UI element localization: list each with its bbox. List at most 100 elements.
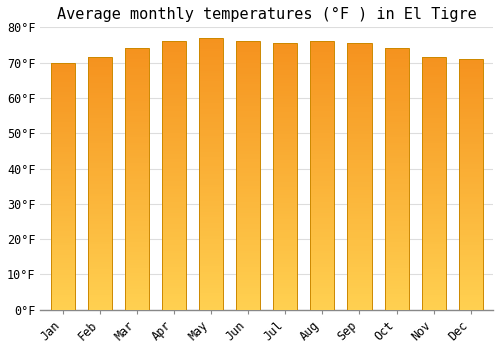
Bar [236,173,260,176]
Bar [384,258,408,260]
Bar [458,66,483,69]
Bar [88,70,112,72]
Bar [458,275,483,277]
Bar [384,197,408,200]
Bar [50,132,74,134]
Bar [88,254,112,257]
Bar [162,162,186,165]
Bar [458,127,483,129]
Bar [273,120,297,123]
Bar [310,170,334,173]
Bar [348,83,372,86]
Bar [310,280,334,283]
Bar [273,227,297,230]
Bar [310,68,334,71]
Bar [124,127,149,130]
Bar [124,158,149,161]
Bar [348,203,372,206]
Bar [348,190,372,193]
Bar [162,224,186,226]
Bar [422,70,446,72]
Bar [88,249,112,252]
Bar [273,224,297,227]
Bar [384,85,408,88]
Bar [310,173,334,176]
Bar [422,103,446,105]
Bar [458,124,483,127]
Bar [236,44,260,47]
Bar [422,204,446,206]
Bar [422,123,446,125]
Bar [458,292,483,295]
Bar [273,288,297,291]
Bar [162,49,186,52]
Bar [310,256,334,259]
Bar [199,76,223,79]
Bar [236,259,260,261]
Bar [384,294,408,297]
Bar [273,110,297,112]
Bar [50,201,74,203]
Bar [422,272,446,274]
Bar [162,291,186,294]
Bar [348,219,372,222]
Bar [384,156,408,158]
Bar [422,72,446,75]
Bar [50,174,74,176]
Bar [458,300,483,302]
Bar [384,101,408,103]
Bar [88,257,112,259]
Bar [50,243,74,245]
Bar [348,243,372,246]
Bar [348,227,372,230]
Bar [199,130,223,133]
Bar [236,152,260,154]
Bar [199,277,223,280]
Bar [199,155,223,158]
Bar [458,134,483,137]
Bar [458,62,483,64]
Bar [310,162,334,165]
Bar [384,124,408,127]
Bar [384,153,408,156]
Bar [88,285,112,287]
Bar [124,302,149,304]
Bar [124,273,149,276]
Bar [199,307,223,310]
Bar [422,201,446,204]
Bar [199,108,223,111]
Bar [50,233,74,236]
Bar [384,150,408,153]
Bar [88,156,112,158]
Bar [50,248,74,250]
Bar [384,205,408,208]
Bar [50,226,74,228]
Bar [458,237,483,239]
Bar [199,111,223,114]
Bar [124,226,149,229]
Bar [422,247,446,249]
Bar [236,162,260,165]
Bar [384,252,408,255]
Bar [273,294,297,296]
Bar [124,119,149,121]
Bar [384,286,408,289]
Bar [236,122,260,125]
Bar [310,224,334,226]
Bar [384,226,408,229]
Bar [50,154,74,156]
Bar [348,147,372,150]
Bar [124,49,149,310]
Bar [162,213,186,216]
Bar [273,209,297,211]
Bar [384,64,408,67]
Bar [124,142,149,145]
Bar [384,114,408,117]
Bar [88,302,112,304]
Bar [88,178,112,181]
Bar [310,87,334,90]
Bar [162,197,186,200]
Bar [310,283,334,286]
Bar [458,132,483,134]
Bar [458,285,483,287]
